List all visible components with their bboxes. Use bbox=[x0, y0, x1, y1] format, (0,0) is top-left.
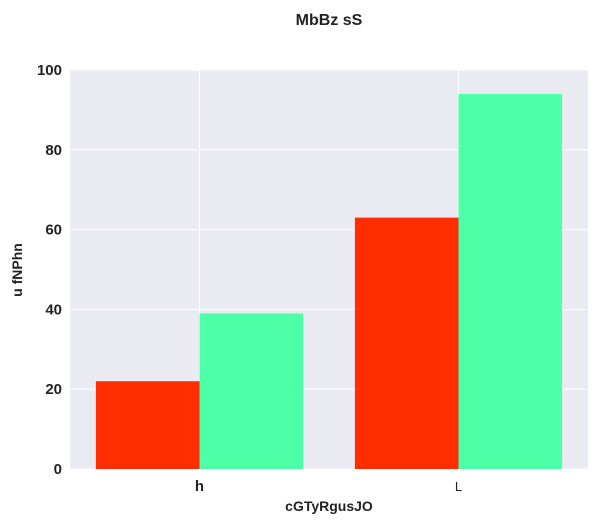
y-tick-label: 100 bbox=[37, 62, 62, 79]
y-tick-labels: 0 20 40 60 80 100 bbox=[37, 62, 62, 478]
bar-series-2-L bbox=[458, 93, 563, 469]
y-tick-label: 80 bbox=[45, 142, 62, 159]
bar-series-2-h bbox=[199, 313, 304, 469]
bars bbox=[95, 93, 563, 469]
y-tick-label: 60 bbox=[45, 222, 62, 239]
bar-series-1-h bbox=[95, 381, 200, 469]
y-tick-label: 40 bbox=[45, 301, 62, 318]
chart-title: MbBz sS bbox=[296, 12, 363, 29]
y-axis-label: u fNPhn bbox=[9, 243, 25, 297]
x-tick-label: h bbox=[195, 478, 204, 495]
y-tick-label: 20 bbox=[45, 381, 62, 398]
x-tick-label: L bbox=[455, 479, 462, 494]
bar-series-1-L bbox=[354, 217, 459, 469]
y-tick-label: 0 bbox=[54, 461, 62, 478]
x-axis-label: cGTyRgusJO bbox=[285, 498, 373, 514]
